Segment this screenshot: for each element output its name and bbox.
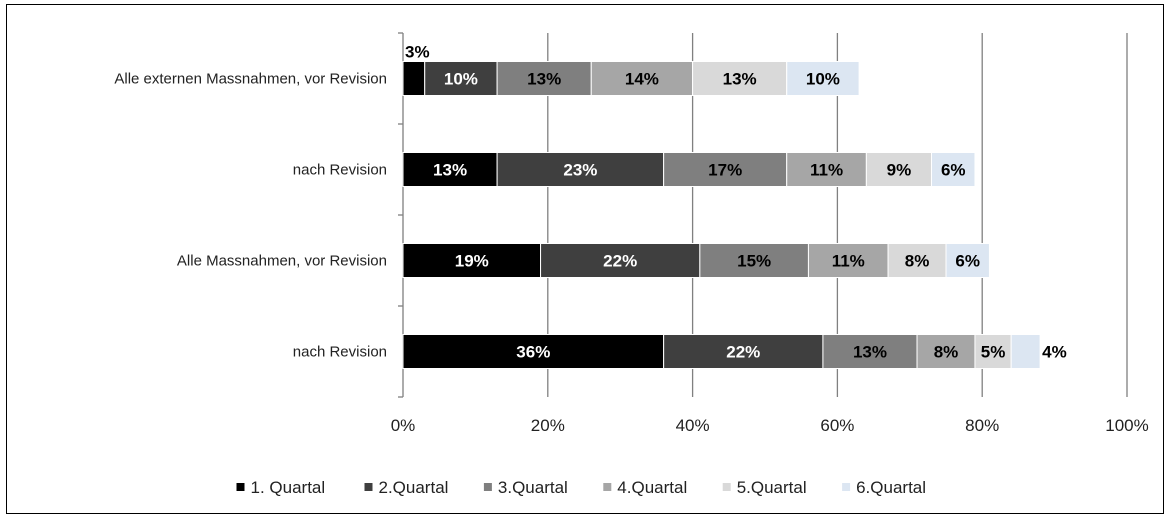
legend-swatch (236, 483, 245, 491)
stacked-bar-chart: Alle externen Massnahmen, vor Revision 3%… (114, 32, 1149, 497)
bar-segment (496, 61, 592, 96)
x-tick-label: 0% (391, 416, 416, 435)
data-label: 22% (726, 343, 760, 362)
legend-label: 2.Quartal (379, 478, 449, 497)
data-label: 10% (806, 70, 840, 89)
legend-label: 4.Quartal (617, 478, 687, 497)
data-label: 6% (955, 252, 980, 271)
data-label: 36% (516, 343, 550, 362)
data-label: 4% (1042, 343, 1067, 362)
data-label: 22% (603, 252, 637, 271)
x-tick-label: 100% (1105, 416, 1148, 435)
category-label: nach Revision (293, 344, 387, 361)
bar-segment (692, 61, 788, 96)
data-label: 8% (905, 252, 930, 271)
data-label: 13% (433, 161, 467, 180)
legend-label: 1. Quartal (251, 478, 326, 497)
bar-segment (822, 334, 918, 369)
bar-segment (402, 152, 498, 187)
bar-segment (402, 334, 665, 369)
x-tick-label: 40% (676, 416, 710, 435)
bar-segment (916, 334, 976, 369)
bar-segment (424, 61, 498, 96)
data-label: 8% (934, 343, 959, 362)
category-label: Alle Massnahmen, vor Revision (177, 253, 387, 270)
bar-segment (402, 243, 542, 278)
category-label: nach Revision (293, 162, 387, 179)
legend-swatch (722, 483, 731, 491)
legend-label: 5.Quartal (737, 478, 807, 497)
chart-frame: Alle externen Massnahmen, vor Revision 3%… (6, 4, 1164, 514)
x-tick-label: 80% (965, 416, 999, 435)
legend-swatch (603, 483, 612, 491)
bar-segment (786, 61, 860, 96)
data-label: 17% (708, 161, 742, 180)
data-label: 6% (941, 161, 966, 180)
data-label: 10% (444, 70, 478, 89)
legend-label: 3.Quartal (498, 478, 568, 497)
data-label: 13% (853, 343, 887, 362)
data-label: 13% (723, 70, 757, 89)
bar-segment (663, 334, 824, 369)
data-label: 14% (625, 70, 659, 89)
legend-swatch (842, 483, 851, 491)
bar-segment (865, 152, 933, 187)
x-tick-label: 60% (820, 416, 854, 435)
bar-segment (786, 152, 867, 187)
bar-segment (1010, 334, 1041, 369)
bar-segment (496, 152, 665, 187)
data-label: 13% (527, 70, 561, 89)
legend-swatch (364, 483, 373, 491)
x-tick-label: 20% (531, 416, 565, 435)
data-label: 3% (405, 43, 430, 62)
legend-label: 6.Quartal (856, 478, 926, 497)
data-label: 11% (832, 252, 865, 271)
bar-segment (931, 152, 976, 187)
bar-segment (699, 243, 809, 278)
data-label: 5% (981, 343, 1006, 362)
data-label: 19% (455, 252, 489, 271)
data-label: 11% (810, 161, 843, 180)
data-label: 9% (887, 161, 912, 180)
bar-segment (540, 243, 701, 278)
bar-segment (945, 243, 990, 278)
legend-swatch (483, 483, 492, 491)
bar-segment (402, 61, 426, 96)
data-label: 23% (563, 161, 597, 180)
category-label: Alle externen Massnahmen, vor Revision (114, 71, 387, 88)
bar-segment (974, 334, 1012, 369)
bar-segment (807, 243, 889, 278)
data-label: 15% (737, 252, 771, 271)
bar-segment (887, 243, 947, 278)
